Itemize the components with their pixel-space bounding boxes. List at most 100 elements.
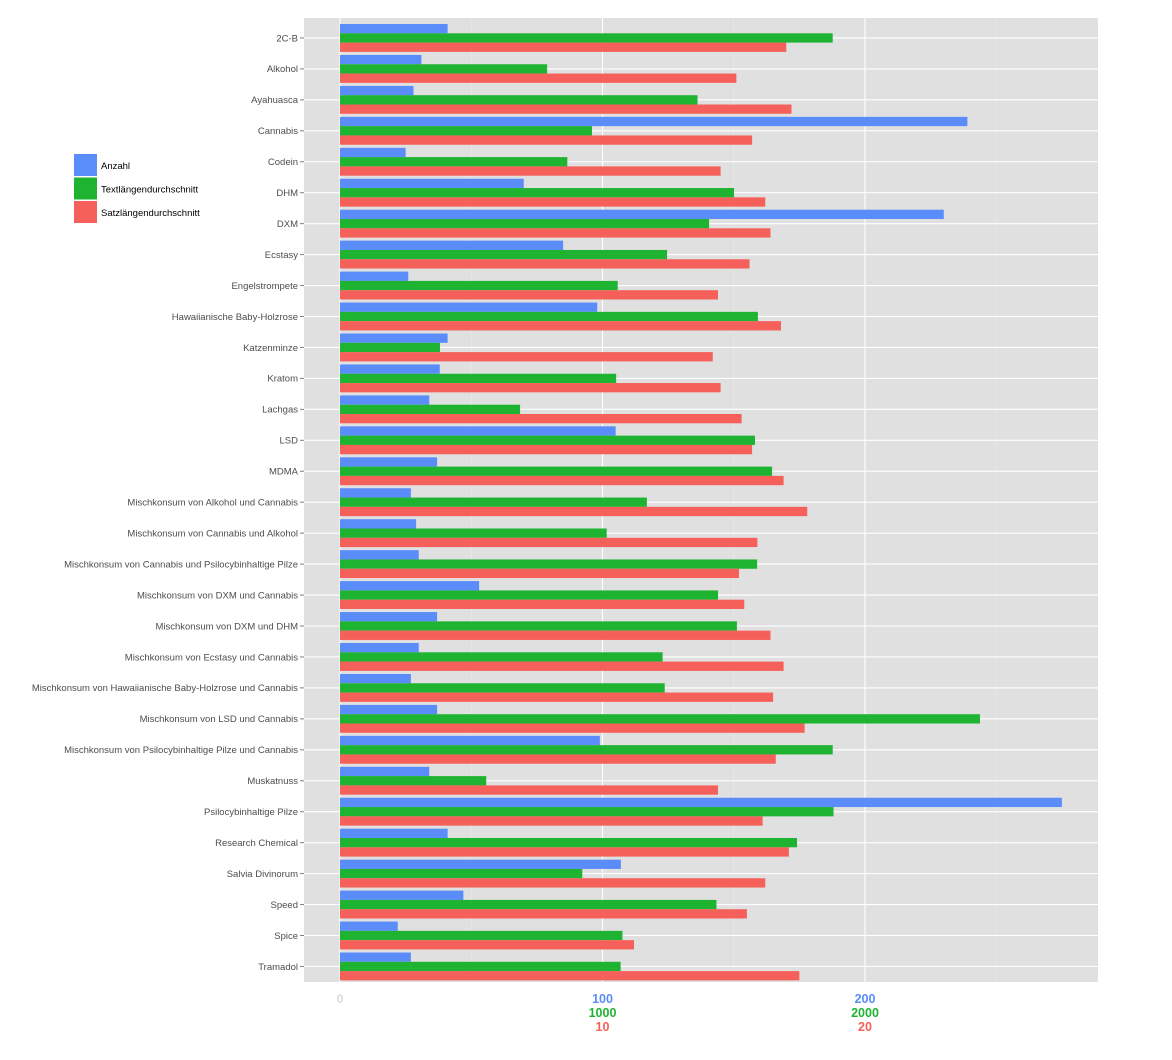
- bar-satzlaenge: [340, 259, 750, 269]
- bar-anzahl: [340, 859, 621, 869]
- bar-textlaenge: [340, 95, 698, 105]
- category-label: Research Chemical: [215, 838, 298, 849]
- category-label: Mischkonsum von LSD und Cannabis: [140, 714, 299, 725]
- x-tick-label: 100: [592, 992, 613, 1006]
- bar-satzlaenge: [340, 444, 753, 455]
- bar-satzlaenge: [340, 971, 800, 981]
- category-label: Tramadol: [258, 962, 298, 973]
- bar-textlaenge: [340, 404, 521, 414]
- category-label: Katzenminze: [243, 343, 298, 354]
- category-label: Muskatnuss: [247, 776, 298, 787]
- category-label: Mischkonsum von DXM und Cannabis: [137, 590, 298, 601]
- bar-satzlaenge: [340, 909, 747, 919]
- bar-textlaenge: [340, 590, 718, 600]
- bar-anzahl: [340, 302, 598, 312]
- category-label: Spice: [274, 931, 298, 942]
- category-label: Lachgas: [262, 405, 298, 416]
- category-label: Ecstasy: [265, 250, 299, 261]
- category-label: Mischkonsum von Cannabis und Psilocybinh…: [64, 559, 298, 570]
- bar-textlaenge: [340, 838, 798, 848]
- bar-textlaenge: [340, 868, 583, 879]
- bar-anzahl: [340, 457, 438, 467]
- bar-textlaenge: [340, 249, 668, 260]
- bar-textlaenge: [340, 528, 607, 538]
- bar-textlaenge: [340, 745, 833, 755]
- bar-anzahl: [340, 85, 414, 96]
- bar-satzlaenge: [340, 537, 758, 548]
- legend: Anzahl Textlängendurchschnitt Satzlängendu…: [74, 154, 200, 223]
- bar-anzahl: [340, 178, 524, 189]
- bar-textlaenge: [340, 64, 548, 74]
- category-label: 2C-B: [276, 33, 298, 44]
- bar-anzahl: [340, 240, 564, 250]
- category-label: Ayahuasca: [251, 95, 299, 106]
- category-label: Mischkonsum von Alkohol und Cannabis: [127, 498, 298, 509]
- bar-anzahl: [340, 209, 944, 219]
- bar-satzlaenge: [340, 104, 792, 114]
- category-label: DXM: [277, 219, 298, 230]
- category-labels: 2C-B Alkohol Ayahuasca Cannabis Codein DHM DXM…: [32, 33, 304, 973]
- legend-label: Textlängendurchschnitt: [101, 185, 199, 196]
- bar-textlaenge: [340, 373, 617, 384]
- bar-anzahl: [340, 488, 411, 498]
- bar-satzlaenge: [340, 816, 763, 826]
- bar-textlaenge: [340, 497, 647, 507]
- bar-textlaenge: [340, 930, 623, 941]
- bar-satzlaenge: [340, 73, 737, 83]
- x-tick-label-zero: 0: [337, 992, 344, 1006]
- bar-satzlaenge: [340, 630, 771, 640]
- bars: [340, 24, 1062, 981]
- bar-anzahl: [340, 271, 409, 281]
- category-label: Mischkonsum von Ecstasy und Cannabis: [125, 652, 298, 663]
- bar-anzahl: [340, 147, 406, 158]
- bar-textlaenge: [340, 311, 758, 322]
- bar-textlaenge: [340, 621, 737, 631]
- bar-satzlaenge: [340, 785, 718, 795]
- bar-anzahl: [340, 550, 419, 560]
- bar-satzlaenge: [340, 847, 789, 857]
- bar-textlaenge: [340, 219, 710, 229]
- category-label: Mischkonsum von Cannabis und Alkohol: [127, 528, 298, 539]
- bar-satzlaenge: [340, 42, 787, 52]
- legend-label: Satzlängendurchschnitt: [101, 208, 200, 219]
- bar-textlaenge: [340, 683, 665, 693]
- category-label: Speed: [271, 900, 298, 911]
- bar-textlaenge: [340, 157, 568, 167]
- bar-textlaenge: [340, 33, 833, 43]
- bar-satzlaenge: [340, 135, 753, 145]
- bar-anzahl: [340, 24, 448, 34]
- legend-swatch: [74, 154, 97, 176]
- bar-satzlaenge: [340, 290, 718, 300]
- bar-anzahl: [340, 704, 438, 715]
- x-tick-label: 1000: [589, 1006, 617, 1020]
- bar-anzahl: [340, 364, 440, 374]
- bar-textlaenge: [340, 435, 756, 445]
- x-tick-label: 2000: [851, 1006, 879, 1020]
- bar-satzlaenge: [340, 166, 721, 176]
- bar-anzahl: [340, 54, 422, 65]
- bar-textlaenge: [340, 188, 735, 198]
- bar-textlaenge: [340, 807, 834, 817]
- bar-anzahl: [340, 735, 600, 746]
- category-label: Psilocybinhaltige Pilze: [204, 807, 298, 818]
- bar-anzahl: [340, 333, 448, 343]
- bar-anzahl: [340, 519, 417, 529]
- category-label: DHM: [276, 188, 298, 199]
- bar-textlaenge: [340, 126, 592, 136]
- category-label: Engelstrompete: [231, 281, 298, 292]
- bar-satzlaenge: [340, 321, 781, 331]
- bar-satzlaenge: [340, 228, 771, 238]
- bar-textlaenge: [340, 776, 487, 786]
- bar-satzlaenge: [340, 723, 805, 733]
- bar-textlaenge: [340, 466, 773, 476]
- bar-satzlaenge: [340, 661, 784, 671]
- legend-swatch: [74, 177, 97, 200]
- bar-textlaenge: [340, 714, 980, 724]
- bar-satzlaenge: [340, 568, 739, 579]
- bar-satzlaenge: [340, 352, 713, 362]
- bar-anzahl: [340, 797, 1062, 808]
- category-label: Hawaiianische Baby-Holzrose: [172, 312, 298, 323]
- bar-textlaenge: [340, 342, 441, 353]
